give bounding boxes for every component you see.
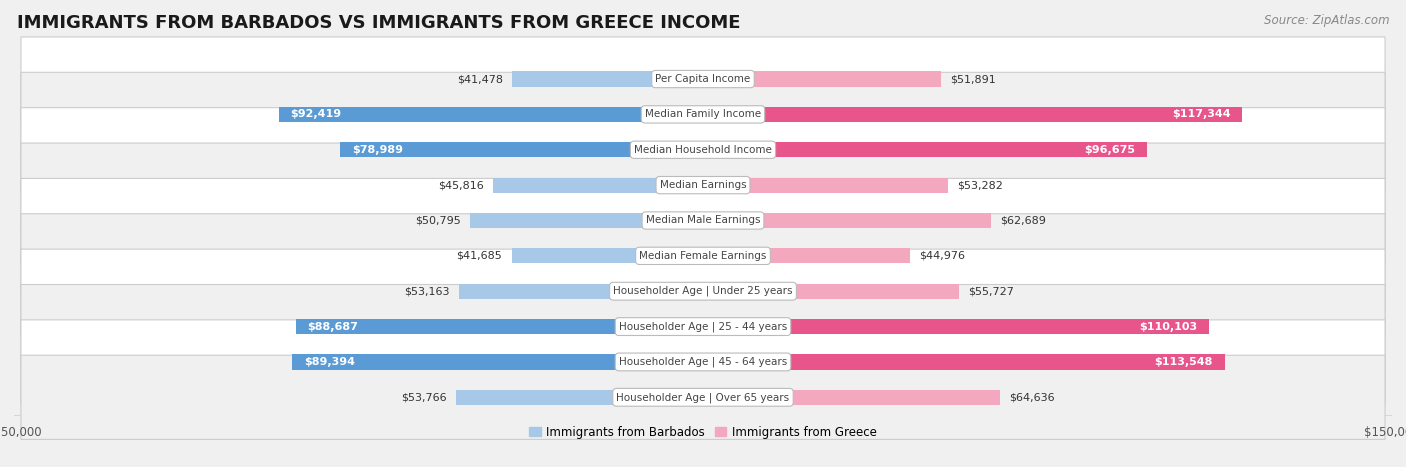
Text: $51,891: $51,891 [950, 74, 997, 84]
Text: Median Male Earnings: Median Male Earnings [645, 215, 761, 226]
Text: $41,478: $41,478 [457, 74, 503, 84]
Bar [512, 248, 703, 263]
Text: $78,989: $78,989 [352, 145, 402, 155]
FancyBboxPatch shape [21, 143, 1385, 227]
Bar [492, 177, 703, 193]
Text: $89,394: $89,394 [304, 357, 354, 367]
Text: Source: ZipAtlas.com: Source: ZipAtlas.com [1264, 14, 1389, 27]
Text: Median Household Income: Median Household Income [634, 145, 772, 155]
Bar [470, 213, 703, 228]
FancyBboxPatch shape [21, 178, 1385, 262]
Bar [513, 71, 703, 86]
FancyBboxPatch shape [21, 214, 1385, 298]
Legend: Immigrants from Barbados, Immigrants from Greece: Immigrants from Barbados, Immigrants fro… [524, 421, 882, 444]
Bar [703, 390, 1000, 405]
Text: $64,636: $64,636 [1010, 392, 1054, 402]
Bar [703, 319, 1209, 334]
Bar [703, 71, 942, 86]
Text: $88,687: $88,687 [307, 322, 359, 332]
Text: $50,795: $50,795 [415, 215, 461, 226]
FancyBboxPatch shape [21, 355, 1385, 439]
FancyBboxPatch shape [21, 249, 1385, 333]
Bar [458, 283, 703, 299]
Text: $53,163: $53,163 [404, 286, 450, 296]
Bar [295, 319, 703, 334]
Text: $117,344: $117,344 [1171, 109, 1230, 120]
FancyBboxPatch shape [21, 284, 1385, 368]
Text: $96,675: $96,675 [1084, 145, 1136, 155]
FancyBboxPatch shape [21, 108, 1385, 192]
Bar [340, 142, 703, 157]
Text: $53,282: $53,282 [957, 180, 1002, 190]
Text: $113,548: $113,548 [1154, 357, 1213, 367]
Bar [703, 142, 1147, 157]
Bar [703, 354, 1225, 369]
FancyBboxPatch shape [21, 320, 1385, 404]
Text: $44,976: $44,976 [918, 251, 965, 261]
Bar [292, 354, 703, 369]
Bar [703, 107, 1241, 122]
Text: $55,727: $55,727 [969, 286, 1014, 296]
Text: $92,419: $92,419 [290, 109, 342, 120]
Bar [703, 283, 959, 299]
Text: Householder Age | 45 - 64 years: Householder Age | 45 - 64 years [619, 357, 787, 367]
Text: $62,689: $62,689 [1000, 215, 1046, 226]
FancyBboxPatch shape [21, 72, 1385, 156]
Text: Per Capita Income: Per Capita Income [655, 74, 751, 84]
Bar [278, 107, 703, 122]
Text: Median Earnings: Median Earnings [659, 180, 747, 190]
Text: Median Female Earnings: Median Female Earnings [640, 251, 766, 261]
Text: IMMIGRANTS FROM BARBADOS VS IMMIGRANTS FROM GREECE INCOME: IMMIGRANTS FROM BARBADOS VS IMMIGRANTS F… [17, 14, 741, 32]
Bar [703, 248, 910, 263]
Text: Householder Age | Under 25 years: Householder Age | Under 25 years [613, 286, 793, 297]
Text: Median Family Income: Median Family Income [645, 109, 761, 120]
Text: $41,685: $41,685 [457, 251, 502, 261]
FancyBboxPatch shape [21, 37, 1385, 121]
Bar [703, 213, 991, 228]
Bar [456, 390, 703, 405]
Text: Householder Age | 25 - 44 years: Householder Age | 25 - 44 years [619, 321, 787, 332]
Text: Householder Age | Over 65 years: Householder Age | Over 65 years [616, 392, 790, 403]
Bar [703, 177, 948, 193]
Text: $45,816: $45,816 [437, 180, 484, 190]
Text: $110,103: $110,103 [1139, 322, 1198, 332]
Text: $53,766: $53,766 [401, 392, 447, 402]
